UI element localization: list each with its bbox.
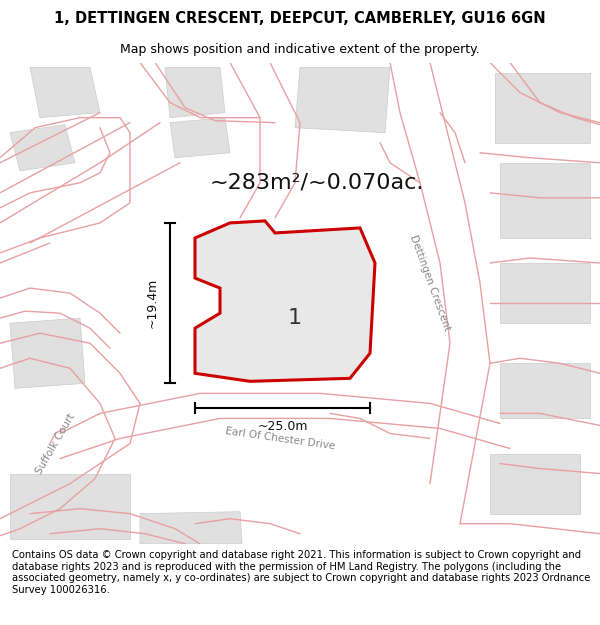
Polygon shape	[495, 72, 590, 142]
Text: ~19.4m: ~19.4m	[146, 278, 158, 328]
Polygon shape	[10, 474, 130, 539]
Polygon shape	[10, 318, 85, 388]
Text: Suffolk Court: Suffolk Court	[34, 411, 76, 476]
Polygon shape	[490, 454, 580, 514]
Text: Dettingen Crescent: Dettingen Crescent	[408, 234, 452, 332]
Polygon shape	[500, 263, 590, 323]
Polygon shape	[140, 512, 242, 544]
Polygon shape	[165, 68, 225, 118]
Polygon shape	[195, 221, 375, 381]
Text: ~25.0m: ~25.0m	[257, 420, 308, 433]
Text: Contains OS data © Crown copyright and database right 2021. This information is : Contains OS data © Crown copyright and d…	[12, 550, 590, 595]
Polygon shape	[500, 162, 590, 238]
Polygon shape	[170, 118, 230, 158]
Text: Earl Of Chester Drive: Earl Of Chester Drive	[224, 426, 335, 451]
Text: Map shows position and indicative extent of the property.: Map shows position and indicative extent…	[120, 44, 480, 56]
Polygon shape	[500, 363, 590, 418]
Polygon shape	[30, 68, 100, 118]
Text: 1, DETTINGEN CRESCENT, DEEPCUT, CAMBERLEY, GU16 6GN: 1, DETTINGEN CRESCENT, DEEPCUT, CAMBERLE…	[54, 11, 546, 26]
Polygon shape	[10, 124, 75, 171]
Polygon shape	[295, 68, 390, 132]
Text: 1: 1	[288, 308, 302, 328]
Polygon shape	[260, 243, 335, 321]
Text: ~283m²/~0.070ac.: ~283m²/~0.070ac.	[210, 173, 424, 192]
